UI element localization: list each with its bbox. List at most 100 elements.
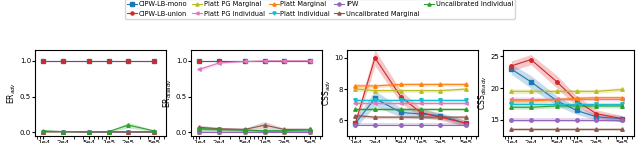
Y-axis label: ER$_{adv}$: ER$_{adv}$ xyxy=(6,82,19,104)
Platt Marginal xyxy=(59,131,67,132)
Platt Individual xyxy=(417,99,424,101)
Uncalibrated Individual xyxy=(436,109,444,110)
IPW xyxy=(618,119,626,121)
CIPW-LB-union xyxy=(280,60,288,62)
Platt PG Individual xyxy=(436,102,444,104)
Uncalibrated Marginal xyxy=(508,129,515,130)
CIPW-LB-union xyxy=(397,96,404,98)
Line: Platt PG Individual: Platt PG Individual xyxy=(509,97,624,101)
Line: Platt PG Marginal: Platt PG Marginal xyxy=(354,87,468,92)
CIPW-LB-mono xyxy=(573,110,580,111)
Uncalibrated Marginal xyxy=(195,126,203,128)
Line: Uncalibrated Individual: Uncalibrated Individual xyxy=(354,108,468,111)
Platt Marginal xyxy=(508,100,515,102)
Uncalibrated Marginal xyxy=(436,116,444,118)
Platt Individual xyxy=(215,129,223,130)
IPW xyxy=(417,124,424,126)
Uncalibrated Individual xyxy=(573,105,580,107)
Line: CIPW-LB-mono: CIPW-LB-mono xyxy=(354,97,468,125)
Uncalibrated Marginal xyxy=(59,131,67,132)
Uncalibrated Marginal xyxy=(593,129,600,130)
Platt PG Individual xyxy=(85,131,93,133)
Platt Marginal xyxy=(553,99,561,101)
Line: CIPW-LB-mono: CIPW-LB-mono xyxy=(509,67,624,120)
Uncalibrated Marginal xyxy=(260,124,268,126)
CIPW-LB-mono xyxy=(40,60,47,62)
IPW xyxy=(260,131,268,132)
CIPW-LB-mono xyxy=(527,81,535,83)
CIPW-LB-union xyxy=(508,65,515,67)
Uncalibrated Marginal xyxy=(417,116,424,118)
Platt PG Marginal xyxy=(351,88,359,90)
Platt Marginal xyxy=(280,130,288,132)
Uncalibrated Individual xyxy=(508,106,515,108)
CIPW-LB-mono xyxy=(85,60,93,62)
Line: Platt Marginal: Platt Marginal xyxy=(354,83,468,88)
Platt PG Marginal xyxy=(195,131,203,132)
CIPW-LB-mono xyxy=(436,115,444,116)
Platt PG Individual xyxy=(618,98,626,100)
Uncalibrated Individual xyxy=(59,131,67,132)
Uncalibrated Marginal xyxy=(280,129,288,130)
Uncalibrated Marginal xyxy=(124,131,132,133)
Platt Individual xyxy=(307,130,314,132)
Platt PG Individual xyxy=(417,102,424,104)
Platt PG Marginal xyxy=(85,131,93,133)
Platt PG Marginal xyxy=(527,91,535,92)
CIPW-LB-union xyxy=(573,100,580,102)
Line: Platt PG Marginal: Platt PG Marginal xyxy=(42,130,156,134)
Platt PG Individual xyxy=(351,102,359,104)
Platt Marginal xyxy=(241,129,249,131)
Uncalibrated Individual xyxy=(260,130,268,132)
Platt Individual xyxy=(573,103,580,105)
IPW xyxy=(371,124,379,126)
CIPW-LB-mono xyxy=(351,123,359,124)
Uncalibrated Marginal xyxy=(105,131,113,133)
IPW xyxy=(85,131,93,133)
Platt Marginal xyxy=(260,130,268,132)
Platt PG Individual xyxy=(40,131,47,132)
Legend: CIPW-LB-mono, CIPW-LB-union, Platt PG Marginal, Platt PG Individual, Platt Margi: CIPW-LB-mono, CIPW-LB-union, Platt PG Ma… xyxy=(125,0,515,19)
Platt PG Marginal xyxy=(593,91,600,92)
Platt PG Individual xyxy=(593,98,600,100)
Line: IPW: IPW xyxy=(198,130,312,133)
CIPW-LB-mono xyxy=(593,116,600,118)
Uncalibrated Marginal xyxy=(553,129,561,130)
CIPW-LB-union xyxy=(307,60,314,62)
Uncalibrated Individual xyxy=(150,130,158,132)
CIPW-LB-union xyxy=(527,59,535,60)
Line: IPW: IPW xyxy=(354,123,468,127)
Uncalibrated Individual xyxy=(397,109,404,110)
IPW xyxy=(553,119,561,121)
IPW xyxy=(195,131,203,132)
Platt PG Marginal xyxy=(150,131,158,133)
IPW xyxy=(397,124,404,126)
Platt Individual xyxy=(241,129,249,131)
CIPW-LB-mono xyxy=(124,60,132,62)
Line: Platt Individual: Platt Individual xyxy=(198,127,312,133)
Platt Individual xyxy=(351,99,359,101)
IPW xyxy=(351,124,359,126)
Platt PG Marginal xyxy=(508,91,515,92)
Platt Marginal xyxy=(307,130,314,132)
CIPW-LB-union xyxy=(215,60,223,62)
Platt PG Marginal xyxy=(397,90,404,92)
Platt Marginal xyxy=(593,97,600,99)
Line: Uncalibrated Marginal: Uncalibrated Marginal xyxy=(42,130,156,134)
Platt PG Individual xyxy=(215,62,223,64)
Uncalibrated Individual xyxy=(280,130,288,132)
Line: IPW: IPW xyxy=(509,118,624,122)
CIPW-LB-mono xyxy=(508,68,515,70)
Platt PG Marginal xyxy=(417,90,424,92)
Line: Platt Marginal: Platt Marginal xyxy=(509,96,624,103)
Platt Individual xyxy=(85,131,93,133)
Platt Marginal xyxy=(105,131,113,133)
Platt PG Marginal xyxy=(105,131,113,133)
Line: Platt PG Marginal: Platt PG Marginal xyxy=(509,88,624,93)
Uncalibrated Individual xyxy=(527,106,535,108)
Uncalibrated Individual xyxy=(371,109,379,110)
Line: CIPW-LB-union: CIPW-LB-union xyxy=(509,58,624,120)
CIPW-LB-union xyxy=(618,118,626,120)
Platt PG Individual xyxy=(397,102,404,104)
Platt Individual xyxy=(527,103,535,105)
